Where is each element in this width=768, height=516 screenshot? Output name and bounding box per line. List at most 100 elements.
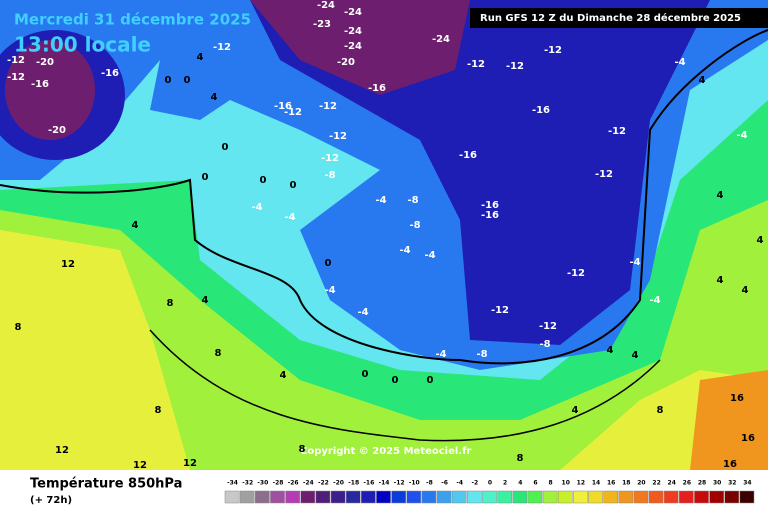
contour-label: -16 [481,200,499,211]
contour-label: 4 [280,370,287,381]
map-title: Mercredi 31 décembre 2025 [14,11,251,29]
contour-label: 8 [517,453,524,464]
contour-label: 12 [183,458,197,469]
scale-swatch [406,490,422,504]
map-subtitle: 13:00 locale [14,33,151,57]
scale-label: -20 [333,480,344,487]
contour-label: -4 [324,285,335,296]
contour-label: 0 [184,75,191,86]
scale-swatch [345,490,361,504]
contour-label: -12 [467,59,485,70]
contour-label: 4 [717,275,724,286]
zero-isotherm [0,29,768,365]
scale-label: 14 [592,480,600,487]
contour-label: 0 [202,172,209,183]
legend-label: Température 850hPa [30,477,182,492]
contour-label: 8 [215,348,222,359]
scale-label: 12 [577,480,585,487]
contour-label: 4 [607,345,614,356]
scale-swatch [648,490,664,504]
scale-swatch [618,490,634,504]
scale-swatch [739,490,755,504]
contour-label: 8 [15,322,22,333]
contour-label: 0 [362,369,369,380]
contour-label: 12 [133,460,147,471]
scale-label: 10 [562,480,570,487]
scale-label: 30 [713,480,721,487]
scale-swatch [361,490,376,504]
contour-label: -12 [539,321,557,332]
contour-label: 0 [165,75,172,86]
scale-label: -4 [456,480,463,487]
contour-label: -12 [7,72,25,83]
contour-label: -16 [459,150,477,161]
copyright: Copyright © 2025 Meteociel.fr [300,446,471,457]
legend-sublabel: (+ 72h) [30,495,72,506]
scale-swatch [255,490,270,504]
scale-swatch [557,490,573,504]
scale-label: 32 [728,480,736,487]
contour-label: -12 [506,61,524,72]
contour-label: 16 [723,459,737,470]
scale-label: 8 [548,480,552,487]
scale-swatch [376,490,391,504]
contour-label: -4 [424,250,435,261]
scale-label: 26 [683,480,691,487]
scale-label: -10 [409,480,420,487]
scale-swatch [724,490,740,504]
contour-label: 4 [632,350,639,361]
contour-label: -23 [313,19,331,30]
contour-label: -4 [649,295,660,306]
scale-label: 24 [668,480,676,487]
scale-swatch [497,490,512,504]
scale-label: 18 [622,480,630,487]
scale-swatch [663,490,679,504]
contour-label: -16 [368,83,386,94]
zone-cold-west [5,40,95,140]
scale-swatch [270,490,285,504]
contour-label: 8 [155,405,162,416]
contour-label: 0 [260,175,267,186]
contour-label: -12 [544,45,562,56]
scale-label: -30 [257,480,268,487]
run-info: Run GFS 12 Z du Dimanche 28 décembre 202… [480,12,741,24]
contour-label: -24 [344,41,362,52]
contour-label: -16 [31,79,49,90]
isotherm-4 [149,329,661,442]
contour-label: -20 [337,57,355,68]
contour-label: -8 [324,170,335,181]
contour-label: -12 [567,268,585,279]
contour-label: -12 [329,131,347,142]
contour-label: -12 [608,126,626,137]
contour-label: -4 [399,245,410,256]
scale-swatch [421,490,437,504]
scale-swatch [285,490,300,504]
contour-label: -16 [481,210,499,221]
contour-label: -4 [674,57,685,68]
scale-swatch [224,490,240,504]
scale-label: -16 [363,480,374,487]
contour-label: 4 [197,52,204,63]
contour-label: 4 [742,285,749,296]
scale-label: 4 [518,480,522,487]
scale-swatch [391,490,406,504]
scale-label: 34 [743,480,751,487]
scale-swatch [467,490,482,504]
contour-label: 12 [55,445,69,456]
scale-label: -26 [288,480,299,487]
scale-swatch [588,490,603,504]
scale-swatch [239,490,255,504]
scale-swatch [436,490,452,504]
scale-swatch [330,490,346,504]
scale-swatch [694,490,709,504]
contour-label: 4 [572,405,579,416]
contour-label: -24 [317,0,335,11]
contour-label: -12 [491,305,509,316]
contour-label: 0 [290,180,297,191]
scale-swatch [482,490,497,504]
scale-swatch [300,490,316,504]
contour-label: 16 [741,433,755,444]
scale-swatch [512,490,528,504]
scale-label: 28 [698,480,706,487]
